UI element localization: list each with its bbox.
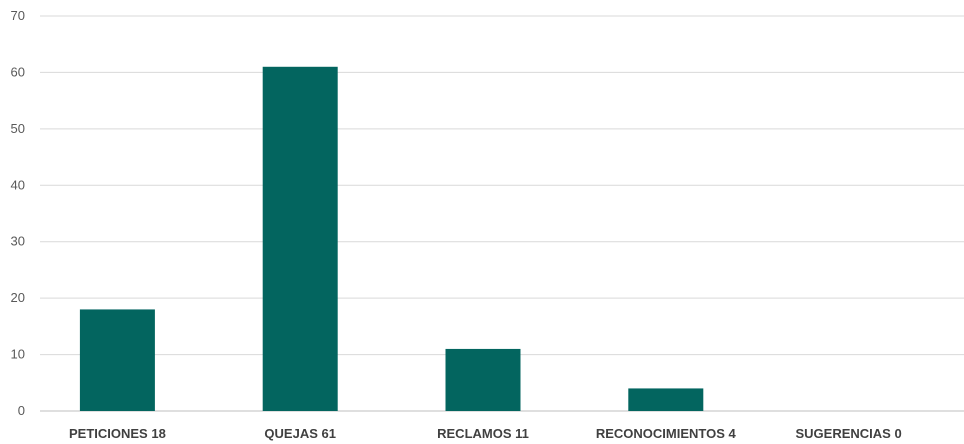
y-tick-label-60: 60: [11, 64, 25, 79]
x-category-label-2: QUEJAS 61: [264, 426, 336, 441]
y-tick-label-50: 50: [11, 121, 25, 136]
x-axis-category-labels: PETICIONES 18 QUEJAS 61 RECLAMOS 11 RECONOC…: [69, 426, 902, 441]
y-tick-label-70: 70: [11, 8, 25, 23]
x-category-label-5: SUGERENCIAS 0: [795, 426, 901, 441]
x-category-label-4: RECONOCIMIENTOS 4: [596, 426, 737, 441]
x-category-label-3: RECLAMOS 11: [437, 426, 529, 441]
bar-3: [445, 348, 521, 411]
y-axis-tick-labels: 0 10 20 30 40 50 60 70: [11, 8, 25, 418]
bar-4: [628, 388, 704, 411]
y-tick-label-20: 20: [11, 290, 25, 305]
y-tick-label-30: 30: [11, 234, 25, 249]
bar-1: [79, 309, 155, 411]
y-tick-label-0: 0: [18, 403, 25, 418]
y-tick-label-40: 40: [11, 177, 25, 192]
bar-2: [262, 66, 338, 412]
x-category-label-1: PETICIONES 18: [69, 426, 166, 441]
y-tick-label-10: 10: [11, 347, 25, 362]
bars: [79, 66, 704, 412]
gridlines: [40, 15, 964, 412]
